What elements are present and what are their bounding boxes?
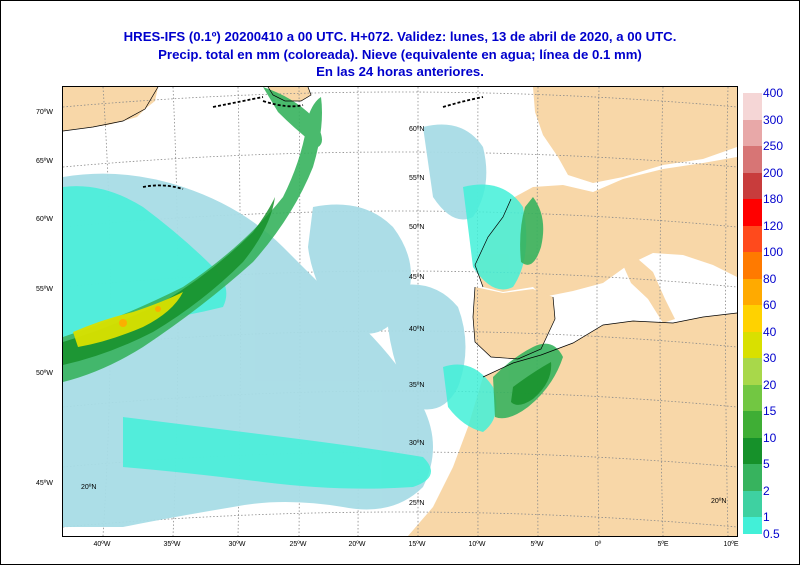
legend-box-250 [743,146,762,173]
inner-corner-left: 20ºN [81,484,96,491]
inner-lat-35n: 35ºN [409,382,424,389]
legend-box-300 [743,119,762,146]
africa-land [408,313,737,536]
legend-box-30 [743,358,762,385]
precip-40mm-core [73,292,183,347]
legend-box-1 [743,517,762,534]
inner-lat-40n: 40ºN [409,326,424,333]
legend-box-100 [743,252,762,279]
lon-label-5w: 5ºW [530,541,544,548]
legend-box-40 [743,331,762,358]
title-line-3: En las 24 horas anteriores. [316,64,484,79]
left-label-65w: 65ºW [36,158,53,165]
legend-box-10 [743,437,762,464]
legend-box-5 [743,464,762,491]
legend-label-180: 180 [763,192,784,206]
legend-label-200: 200 [763,165,784,180]
legend-label-400: 400 [763,86,784,100]
left-label-55w: 55ºW [36,286,53,293]
legend-label-120: 120 [763,218,784,233]
legend-label-40: 40 [763,324,777,339]
legend-label-5: 5 [763,457,770,471]
legend-box-15 [743,411,762,438]
map-canvas: 60ºN 55ºN 50ºN 45ºN 40ºN 35ºN 30ºN 25ºN … [63,87,737,536]
legend-box-180 [743,199,762,226]
legend-label-60: 60 [763,298,777,312]
legend-label-30: 30 [763,351,777,365]
legend-box-400 [743,93,762,120]
map-title: HRES-IFS (0.1º) 20200410 a 00 UTC. H+072… [0,28,800,81]
inner-lat-60n: 60ºN [409,126,424,133]
left-label-60w: 60ºW [36,216,53,223]
europe-land [475,157,737,297]
legend-box-120 [743,225,762,252]
inner-lat-55n: 55ºN [409,175,424,182]
lon-label-40w: 40ºW [93,541,111,548]
lon-label-10w: 10ºW [468,541,486,548]
lon-label-10e: 10ºE [723,541,739,548]
legend-label-80: 80 [763,271,777,286]
legend-label-300: 300 [763,112,784,127]
left-label-70w: 70ºW [36,109,53,116]
precip-legend: 400 300 250 200 180 120 100 80 60 40 30 … [743,86,783,541]
italy-land [623,259,675,323]
title-line-1: HRES-IFS (0.1º) 20200410 a 00 UTC. H+072… [123,29,677,44]
lon-label-20w: 20ºW [348,541,366,548]
precip-10mm-core [63,197,552,405]
left-label-45w: 45ºW [36,480,53,487]
legend-box-2 [743,490,762,517]
snow-line [142,96,484,190]
inner-lat-45n: 45ºN [409,274,424,281]
legend-label-1: 1 [763,510,770,524]
iberia-land [473,287,555,359]
inner-corner-right: 20ºN [711,498,726,505]
legend-box-20 [743,384,762,411]
left-label-50w: 50ºW [36,370,53,377]
legend-box-80 [743,278,762,305]
legend-label-100: 100 [763,245,784,259]
lon-label-35w: 35ºW [163,541,181,548]
lon-label-5e: 5ºE [657,541,669,548]
precip-80mm-spots [119,306,161,327]
title-line-2: Precip. total en mm (coloreada). Nieve (… [158,46,642,62]
legend-label-0-5: 0.5 [763,527,780,541]
inner-lat-50n: 50ºN [409,224,424,231]
coastlines [63,87,737,378]
lon-label-0: 0º [594,541,602,548]
lon-label-30w: 30ºW [228,541,246,548]
lon-label-15w: 15ºW [408,541,426,548]
legend-label-20: 20 [763,377,777,392]
legend-box-200 [743,172,762,199]
lon-label-25w: 25ºW [289,541,307,548]
legend-label-10: 10 [763,430,777,445]
legend-label-250: 250 [763,139,784,153]
precipitation-map: 60ºN 55ºN 50ºN 45ºN 40ºN 35ºN 30ºN 25ºN … [62,86,738,537]
inner-lat-30n: 30ºN [409,440,424,447]
greenland-land [63,87,158,131]
legend-label-2: 2 [763,483,770,498]
legend-box-60 [743,305,762,332]
inner-lat-25n: 25ºN [409,500,424,507]
northern-europe-land [533,87,737,183]
legend-label-15: 15 [763,404,777,418]
